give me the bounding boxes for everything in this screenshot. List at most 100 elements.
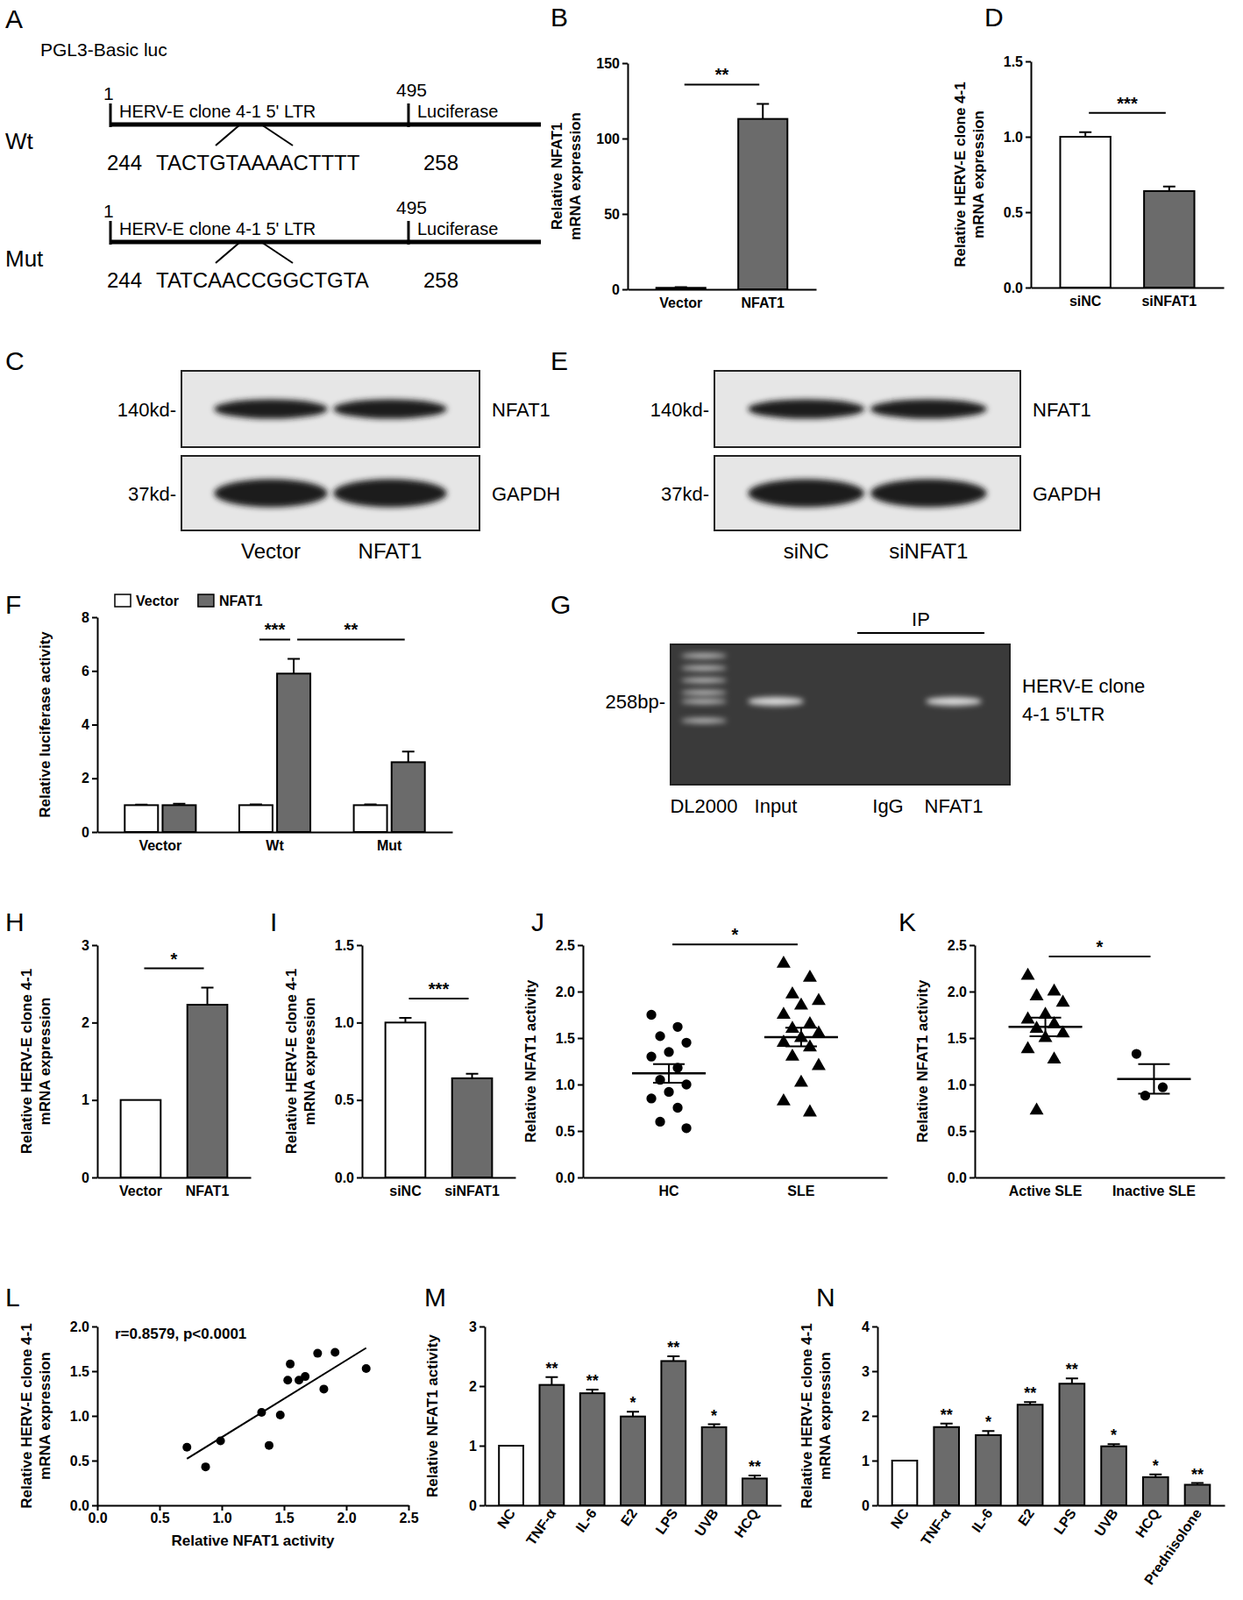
x-axis-line [98,1177,252,1180]
tick-label: 0.0 [555,1170,576,1186]
tick: NFAT1 [740,295,785,311]
x-axis-title: Relative NFAT1 activity [171,1532,335,1549]
panel-letter: E [550,346,569,376]
tick: 4 [861,1319,878,1335]
protein-label: NFAT1 [1032,398,1092,421]
chart: 0.00.51.01.52.00.00.51.01.52.02.5r=0.857… [18,1319,420,1549]
tick: IL-6 [968,1505,995,1535]
y-axis: 0.00.51.01.5 [334,937,363,1186]
point [654,1116,665,1127]
tick: 2.0 [947,984,975,1000]
tick: NFAT1 [185,1183,230,1199]
error-bar [134,803,148,807]
site-pointer [215,241,293,263]
point [312,1349,322,1358]
lane-label: siNFAT1 [888,539,968,563]
x-axis: Active SLEInactive SLE [975,1178,1226,1200]
x-axis-line [98,831,454,834]
tick: 3 [861,1363,878,1379]
significance: *** [1116,93,1138,114]
sem-bar [1029,1017,1062,1037]
significance: ** [748,1457,761,1476]
blot-frame [181,455,480,531]
tick: Vector [659,295,703,311]
bar [124,804,158,832]
tick: 2 [81,770,98,786]
position: 258 [423,268,459,292]
bar [620,1416,646,1506]
legend-swatch [198,594,214,607]
tick-label: 1.0 [334,1015,355,1030]
tick-label: 1.0 [70,1408,90,1424]
point [1029,1101,1045,1115]
tick: UVB [1091,1505,1121,1539]
error-bar [940,1423,953,1428]
tick-mark [622,138,628,141]
tick-mark [92,1505,98,1507]
tick: 2.0 [70,1319,98,1335]
tick-mark [872,1460,878,1463]
significance: * [170,949,178,969]
tick: siNFAT1 [444,1183,500,1199]
site-pointer [215,124,293,146]
point [794,997,809,1010]
tick: 2.5 [555,937,583,953]
tick: 1.0 [70,1408,98,1424]
tick: TNF-α [523,1505,560,1549]
band [213,479,327,508]
point [362,1363,371,1373]
legend: VectorNFAT1 [114,593,263,609]
tick-mark [969,1130,975,1133]
tick: 0.0 [947,1170,975,1186]
point [681,1122,691,1133]
position: 1 [103,200,114,221]
tick-label: 2.0 [947,984,967,1000]
tick-label: 50 [603,206,620,222]
tick: siNFAT1 [1141,293,1197,309]
tick-label: IL-6 [968,1505,995,1535]
error-bar [1149,1474,1162,1478]
tick: 50 [603,206,628,222]
figure: APGL3-Basic lucWt1495HERV-E clone 4-1 5'… [0,0,1243,1600]
y-axis: 0.00.51.01.52.02.5 [555,937,584,1186]
tick: 2 [81,1015,98,1030]
tick: 0 [611,282,628,298]
tick: 2.5 [947,937,975,953]
position: 495 [396,197,427,218]
tick-mark [92,1326,98,1329]
point [1029,987,1045,1001]
y-axis-line [974,945,977,1179]
ladder-band [681,665,727,671]
tick-label: 8 [81,610,90,626]
construct-tick [407,220,411,245]
y-axis-title: mRNA expression [970,110,988,239]
tick-label: 0.0 [87,1510,107,1526]
point [654,1030,665,1041]
tick-mark [872,1326,878,1329]
y-axis-title: mRNA expression [567,112,584,241]
blot-frame [714,370,1021,448]
tick: 1.5 [70,1363,98,1379]
bar [1017,1404,1044,1506]
bar [892,1460,918,1506]
point [216,1436,226,1446]
plot-area [120,987,228,1178]
construct-name: Wt [5,127,35,155]
tick-label: 0 [468,1498,477,1513]
x-axis: siNCsiNFAT1 [1031,288,1225,310]
tick-label: NC [494,1505,519,1531]
point [1047,1051,1062,1064]
panel-letter: G [550,589,571,619]
target-label: HERV-E clone [1022,674,1145,697]
position: 244 [106,150,143,175]
y-axis-title: Relative luciferase activity [36,631,54,818]
panel-letter: C [5,346,25,376]
tick-label: SLE [787,1183,815,1199]
tick-label: 3 [81,937,90,953]
panel-letter: F [5,589,22,619]
tick: UVB [691,1505,721,1539]
bar [933,1427,959,1506]
tick: 1.5 [555,1030,583,1046]
tick: 0.0 [1003,280,1031,296]
chart: 0.00.51.01.52.02.5HCSLE*Relative NFAT1 a… [522,924,888,1199]
